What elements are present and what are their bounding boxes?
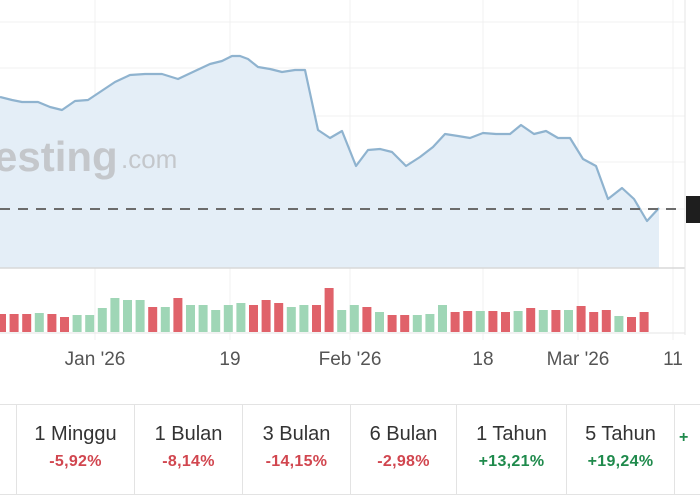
volume-bar [639,312,649,332]
volume-bar [375,312,384,332]
performance-change-value: -5,92% [49,453,102,470]
performance-change-value: + [679,429,689,446]
volume-bar [312,305,321,332]
volume-bar [513,311,523,332]
volume-bar [60,317,69,332]
volume-bar [249,305,258,332]
volume-bar [349,305,359,332]
performance-cell[interactable]: 6 Bulan -2,98% [350,405,456,494]
volume-bar [160,307,170,332]
volume-bar [438,305,447,332]
performance-period-label: 1 Bulan [154,423,223,445]
performance-change-value: -2,98% [377,453,430,470]
performance-period-label: 5 Tahun [585,423,656,445]
price-line [0,54,660,223]
volume-bar [387,315,397,332]
volume-bar [538,310,548,332]
volume-bar [463,311,473,332]
x-axis-label: Jan '26 [65,349,126,370]
volume-bar [362,307,372,332]
volume-bar [148,307,158,332]
x-axis-labels: Jan '26 19 Feb '26 18 Mar '26 11 [65,349,683,370]
volume-bar [261,300,271,332]
volume-bar [475,311,485,332]
x-axis-label: Feb '26 [319,349,382,370]
price-area-fill [0,56,659,268]
volume-bar [551,310,561,332]
performance-cell[interactable]: 1 Tahun +13,21% [456,405,566,494]
performance-cell[interactable]: + [674,405,700,494]
volume-bar [72,315,82,332]
volume-bar [601,310,611,332]
current-price-marker [686,196,700,223]
performance-cell-spacer [0,405,16,494]
volume-bar [450,312,460,332]
volume-bar [47,314,57,332]
performance-period-label: 1 Minggu [34,423,117,445]
performance-change-value: +13,21% [478,453,545,470]
volume-bar [0,314,6,332]
watermark: esting .com [0,133,177,180]
volume-bar [324,288,334,332]
performance-change-value: +19,24% [587,453,654,470]
performance-change-value: -8,14% [162,453,215,470]
volume-bar [123,300,132,332]
volume-bar [412,315,422,332]
x-axis-label: 18 [472,349,493,370]
volume-bar [34,313,44,332]
volume-bar [223,305,233,332]
volume-bar [337,310,347,332]
volume-bar [9,314,19,332]
volume-bar [564,310,573,332]
volume-bar [614,316,624,332]
x-axis-label: 19 [219,349,240,370]
performance-cell[interactable]: 3 Bulan -14,15% [242,405,350,494]
performance-cell[interactable]: 1 Bulan -8,14% [134,405,242,494]
price-chart[interactable]: esting .com Jan '26 19 Feb '26 18 Mar '26 11 [0,0,700,400]
x-axis-label: 11 [663,349,683,370]
volume-bar [274,303,284,332]
volume-bar [400,315,410,332]
volume-bar [299,305,309,332]
volume-bar [488,311,498,332]
volume-bar [97,308,107,332]
volume-bar [110,298,120,332]
volume-bar [286,307,296,332]
performance-period-label: 1 Tahun [476,423,547,445]
volume-bar [211,310,221,332]
volume-bar [425,314,435,332]
volume-bar [85,315,95,332]
performance-cell[interactable]: 1 Minggu -5,92% [16,405,134,494]
performance-summary: 1 Minggu -5,92% 1 Bulan -8,14% 3 Bulan -14,15… [0,404,700,495]
performance-period-label: 6 Bulan [369,423,438,445]
performance-period-label: 3 Bulan [262,423,331,445]
svg-text:esting: esting [0,133,118,180]
x-axis-label: Mar '26 [547,349,610,370]
volume-bar [576,306,586,332]
volume-bar [501,312,510,332]
volume-bar [186,305,195,332]
volume-bar [22,314,32,332]
volume-bar [198,305,208,332]
svg-text:.com: .com [121,144,177,174]
volume-bar [236,303,246,332]
volume-bar [135,300,145,332]
volume-bar [173,298,183,332]
volume-bar [526,308,536,332]
performance-change-value: -14,15% [265,453,328,470]
volume-bars [0,288,649,332]
volume-bar [589,312,599,332]
performance-cell[interactable]: 5 Tahun +19,24% [566,405,674,494]
volume-bar [627,317,636,332]
